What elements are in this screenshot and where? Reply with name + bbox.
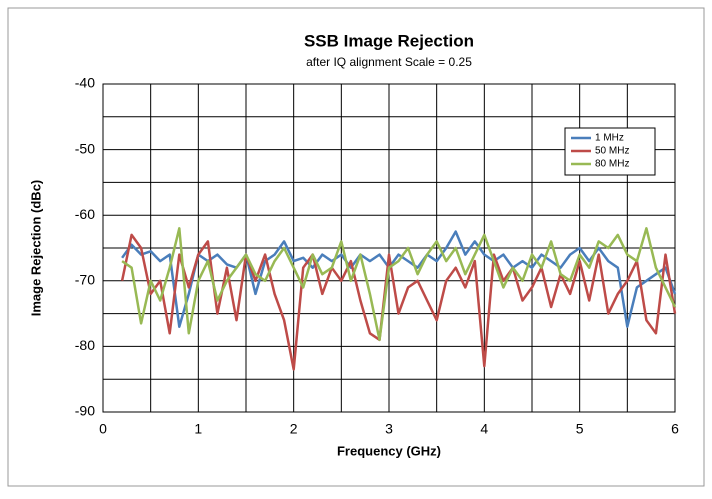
y-tick-label: -50 [75, 140, 95, 156]
x-tick-label: 5 [576, 421, 584, 437]
x-axis-label: Frequency (GHz) [337, 443, 441, 458]
x-tick-label: 1 [194, 421, 202, 437]
chart-subtitle: after IQ alignment Scale = 0.25 [306, 55, 472, 69]
y-tick-label: -40 [75, 75, 95, 91]
data-line [121, 230, 677, 328]
legend-label: 80 MHz [595, 159, 629, 170]
y-tick-label: -70 [75, 272, 95, 288]
y-axis-label: Image Rejection (dBc) [28, 180, 43, 317]
x-tick-label: 4 [480, 421, 488, 437]
y-tick-label: -80 [75, 337, 95, 353]
x-tick-label: 0 [99, 421, 107, 437]
x-tick-label: 6 [671, 421, 679, 437]
x-tick-label: 2 [290, 421, 298, 437]
legend-label: 1 MHz [595, 133, 624, 144]
x-tick-label: 3 [385, 421, 393, 437]
chart-title: SSB Image Rejection [304, 31, 474, 50]
data-line [121, 227, 677, 342]
y-tick-label: -60 [75, 206, 95, 222]
legend-label: 50 MHz [595, 146, 629, 157]
y-tick-label: -90 [75, 403, 95, 419]
